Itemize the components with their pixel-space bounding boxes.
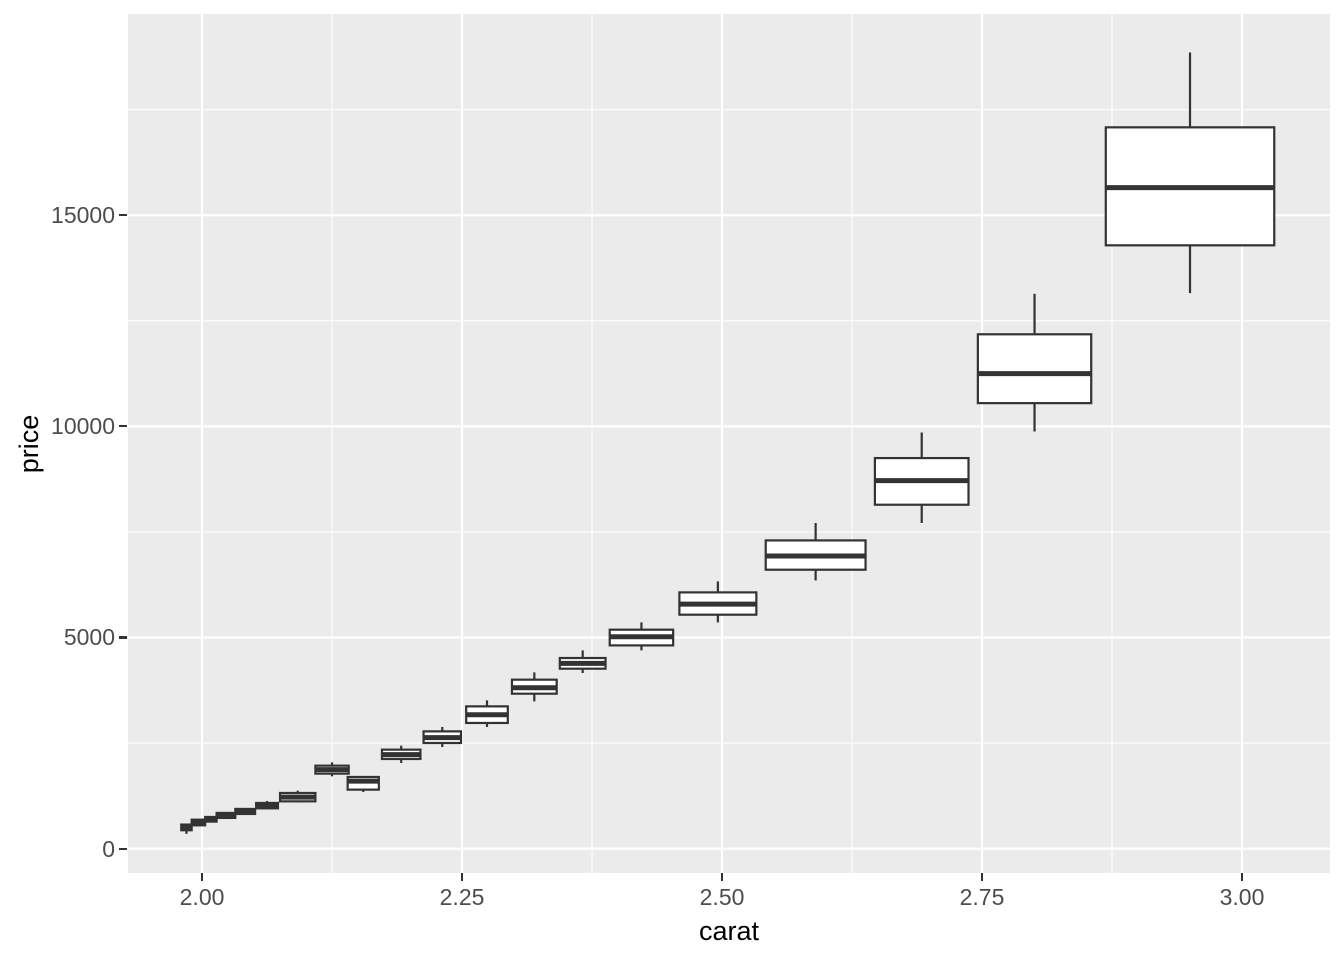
x-tick-label: 2.25 [439,884,485,910]
boxplot [278,790,317,803]
boxplot [608,622,675,651]
x-tick-mark [720,873,724,881]
boxplot [314,762,350,777]
y-tick-mark [119,847,127,850]
x-tick-label: 3.00 [1219,884,1265,910]
boxplot [558,650,607,674]
boxplot [422,726,463,747]
boxplot [873,432,970,524]
x-tick-label: 2.75 [959,884,1005,910]
y-tick-mark [119,636,127,639]
x-tick-mark [200,873,204,881]
plot-canvas [128,14,1330,873]
y-tick-label: 5000 [63,624,115,651]
x-tick-label: 2.50 [699,884,745,910]
y-axis-title: price [14,414,44,474]
boxplot [510,672,558,702]
boxplot [976,293,1093,432]
y-tick-label: 0 [102,835,115,862]
boxplot [190,818,207,827]
x-tick-mark [980,873,984,881]
boxplot [204,815,218,823]
boxplot [465,700,509,727]
x-axis-title: carat [698,916,760,946]
y-tick-label: 10000 [51,413,115,440]
x-tick-mark [460,873,464,881]
boxplot [215,811,237,820]
y-tick-mark [119,214,127,217]
boxplot [1104,52,1276,294]
boxplot [346,775,380,792]
boxplot [234,807,257,816]
boxplot [764,523,867,581]
x-tick-mark [1240,873,1244,881]
boxplot [678,581,758,623]
y-tick-label: 15000 [51,202,115,229]
boxplot [255,800,280,810]
box-iqr [976,333,1093,405]
y-tick-mark [119,425,127,428]
plot-panel [128,14,1330,873]
boxplot [180,823,193,834]
boxplot [380,745,422,763]
x-tick-label: 2.00 [179,884,225,910]
